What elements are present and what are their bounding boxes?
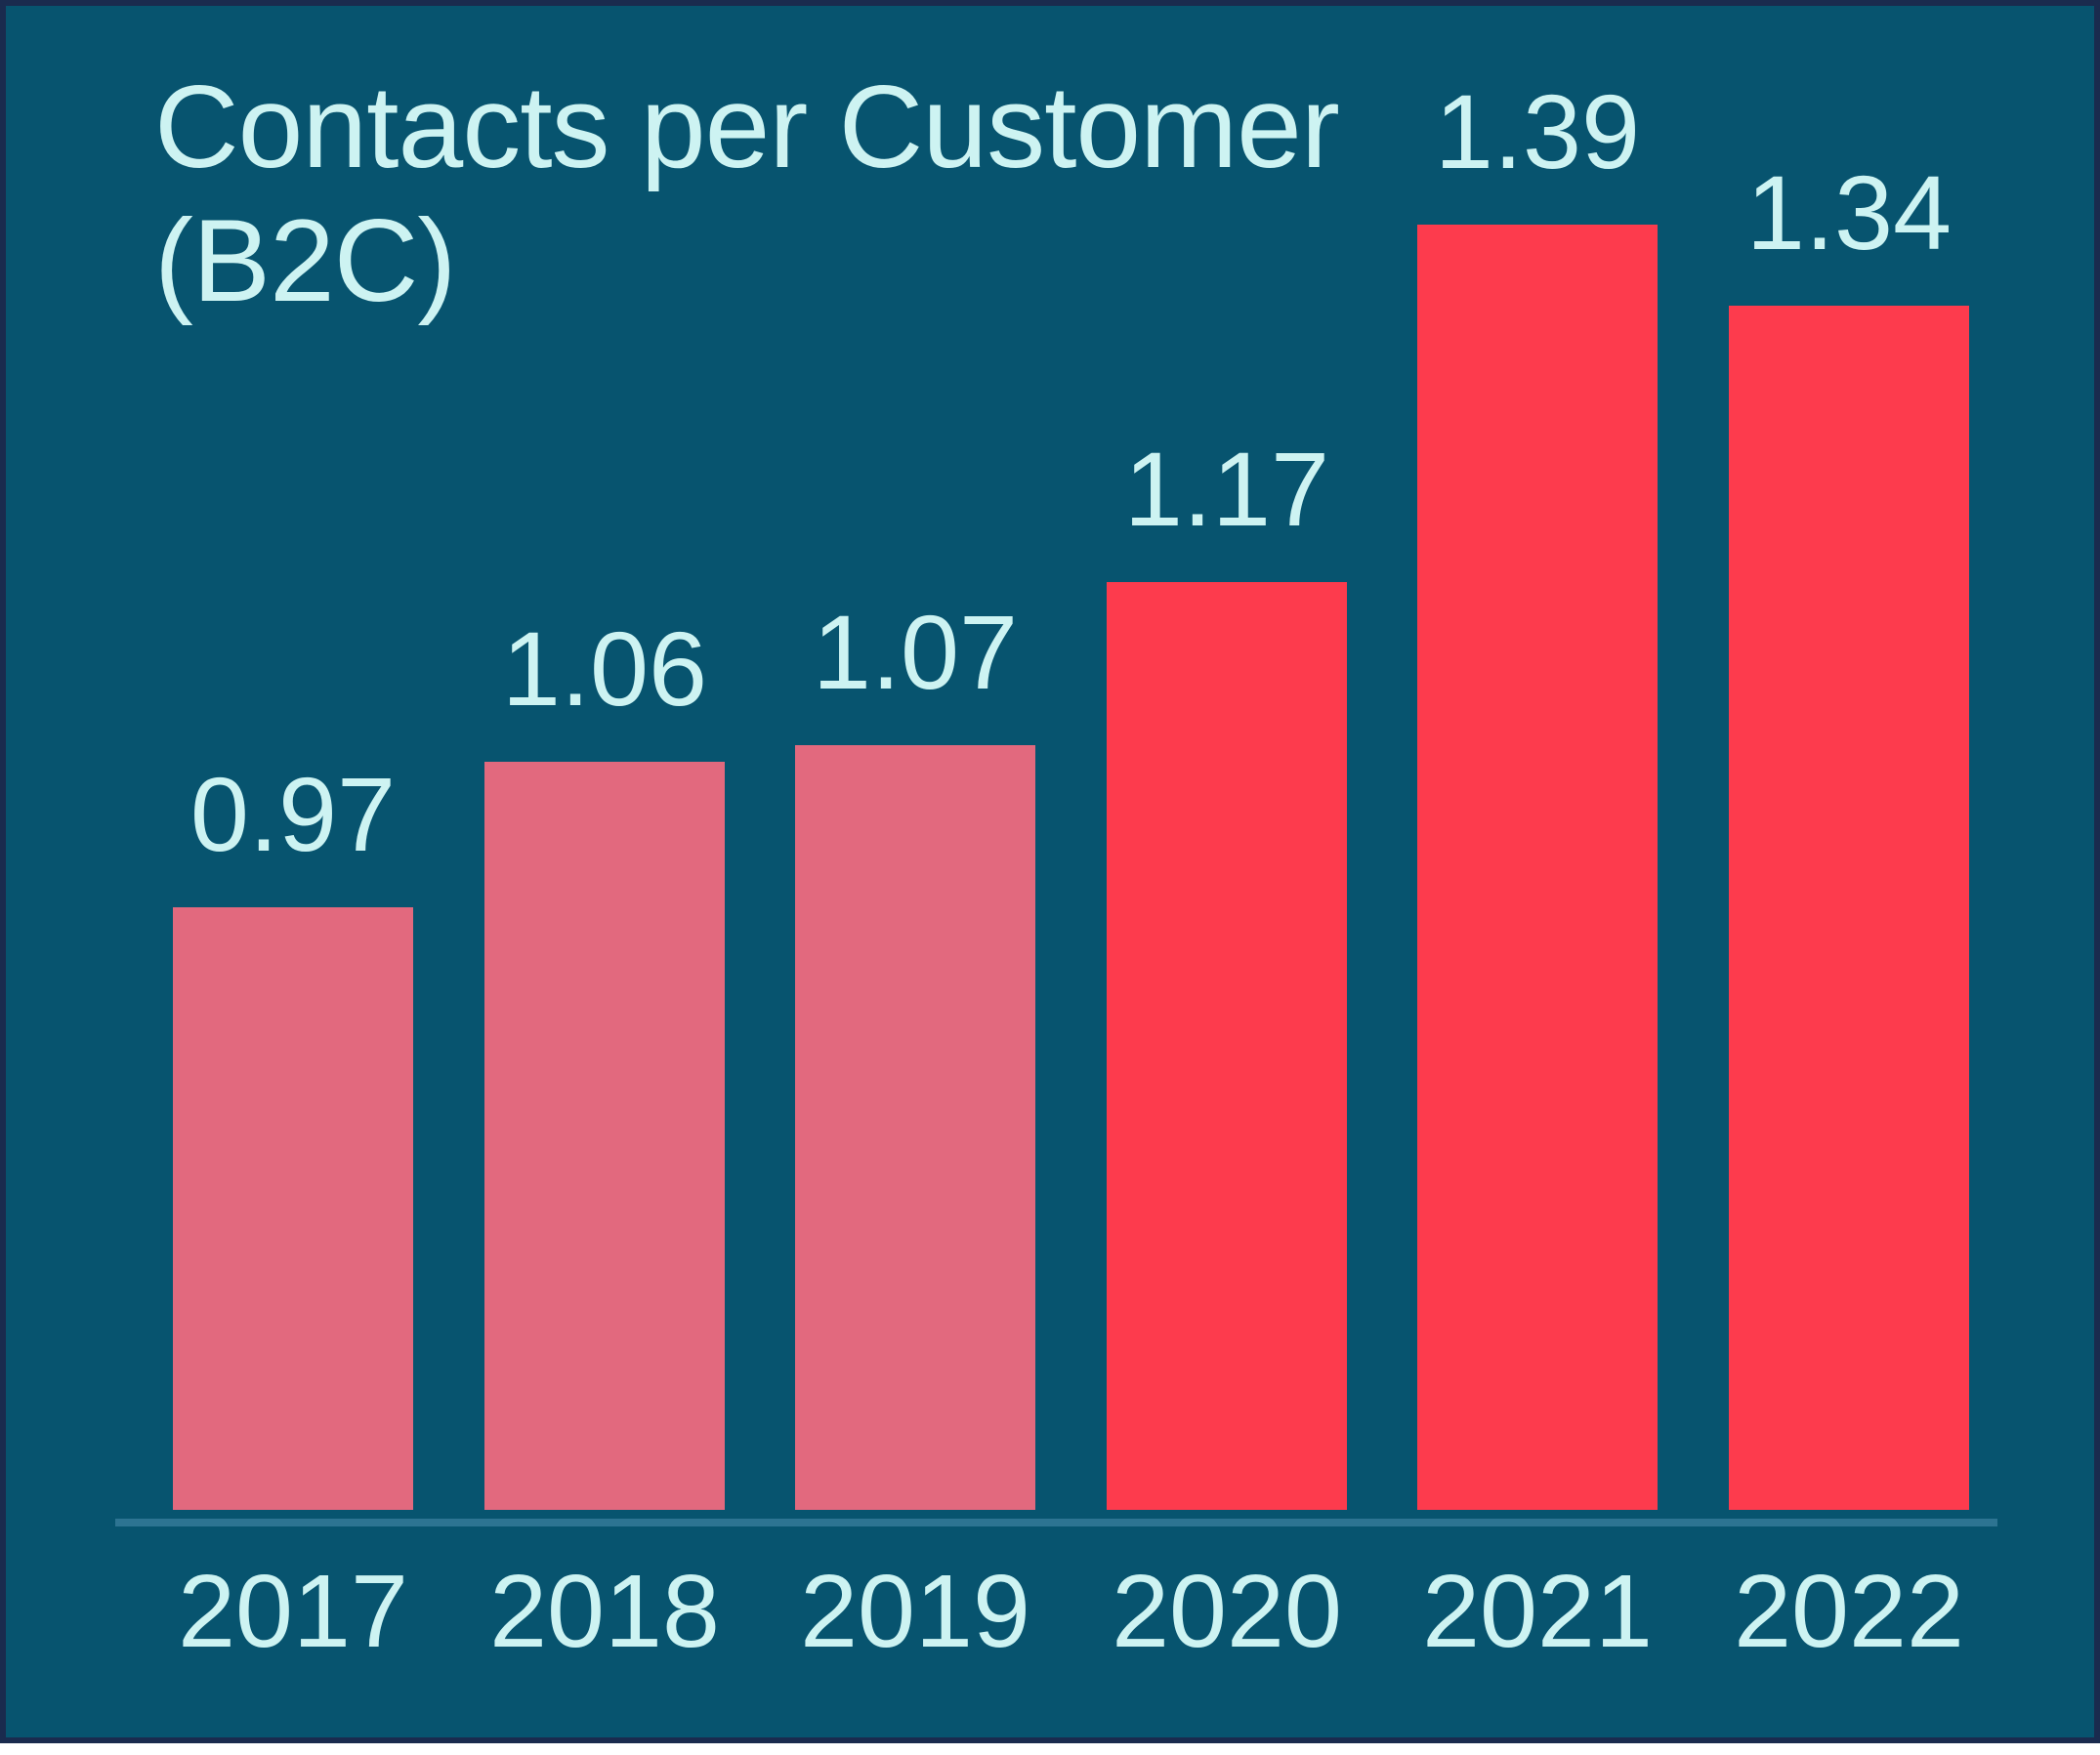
x-tick-label-2018: 2018 <box>489 1554 720 1669</box>
bar-2022 <box>1729 306 1969 1510</box>
x-tick-label-2020: 2020 <box>1112 1554 1342 1669</box>
bar-2021 <box>1417 225 1658 1510</box>
bar-2018 <box>484 762 725 1510</box>
value-label-2019: 1.07 <box>812 593 1019 712</box>
bar-2017 <box>173 907 413 1510</box>
bar-2019 <box>795 745 1035 1510</box>
value-label-2022: 1.34 <box>1745 153 1953 272</box>
x-tick-label-2017: 2017 <box>178 1554 408 1669</box>
bar-group-2019: 1.07 2019 <box>795 593 1035 1668</box>
x-tick-label-2022: 2022 <box>1734 1554 1964 1669</box>
value-label-2021: 1.39 <box>1434 72 1641 191</box>
value-label-2018: 1.06 <box>501 609 708 729</box>
chart-title: Contacts per Customer (B2C) <box>154 62 1340 326</box>
bar-group-2022: 1.34 2022 <box>1729 153 1969 1668</box>
x-axis-line <box>115 1519 1997 1526</box>
value-label-2020: 1.17 <box>1123 430 1330 549</box>
bar-group-2021: 1.39 2021 <box>1417 72 1658 1668</box>
value-label-2017: 0.97 <box>189 755 397 874</box>
bar-group-2018: 1.06 2018 <box>484 609 725 1668</box>
x-tick-label-2019: 2019 <box>800 1554 1030 1669</box>
x-tick-label-2021: 2021 <box>1422 1554 1653 1669</box>
bar-2020 <box>1107 582 1347 1510</box>
bar-group-2017: 0.97 2017 <box>173 755 413 1668</box>
bar-group-2020: 1.17 2020 <box>1107 430 1347 1668</box>
plot-area: 0.97 2017 1.06 2018 1.07 2019 1.17 2020 1.39 2021… <box>6 6 2094 1737</box>
